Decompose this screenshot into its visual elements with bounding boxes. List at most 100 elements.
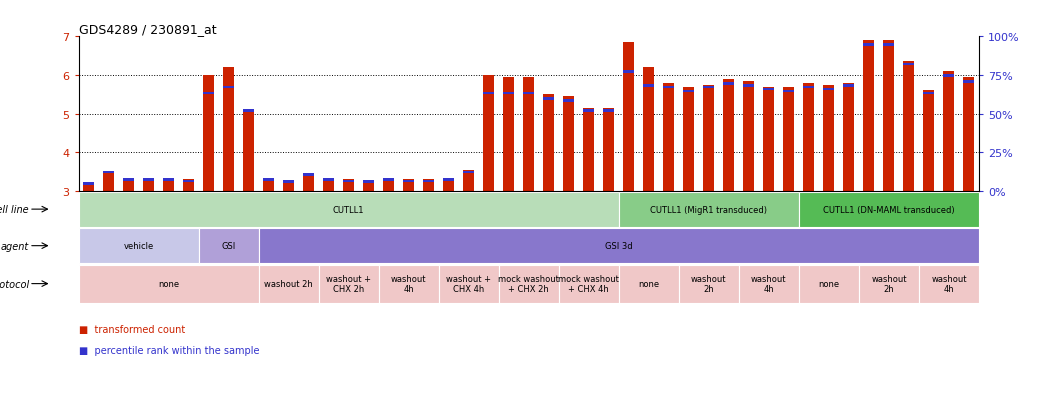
Bar <box>443 179 454 182</box>
Bar <box>559 265 619 303</box>
Bar <box>203 76 214 191</box>
Bar <box>884 41 894 191</box>
Bar <box>423 180 435 191</box>
Bar <box>259 265 318 303</box>
Bar <box>678 265 739 303</box>
Bar <box>504 92 514 95</box>
Bar <box>923 92 934 95</box>
Bar <box>524 78 534 191</box>
Bar <box>643 85 654 87</box>
Bar <box>79 265 259 303</box>
Bar <box>664 83 674 191</box>
Text: none: none <box>639 280 660 288</box>
Text: washout +
CHX 2h: washout + CHX 2h <box>327 274 371 294</box>
Bar <box>943 72 955 191</box>
Bar <box>363 181 374 184</box>
Bar <box>318 265 379 303</box>
Bar <box>199 228 259 263</box>
Bar <box>163 179 174 182</box>
Bar <box>739 265 799 303</box>
Bar <box>223 68 235 191</box>
Bar <box>283 182 294 191</box>
Text: none: none <box>819 280 840 288</box>
Text: protocol: protocol <box>0 279 29 289</box>
Text: CUTLL1: CUTLL1 <box>333 205 364 214</box>
Text: washout
4h: washout 4h <box>751 274 786 294</box>
Bar <box>283 181 294 184</box>
Bar <box>563 97 574 191</box>
Text: CUTLL1 (MigR1 transduced): CUTLL1 (MigR1 transduced) <box>650 205 767 214</box>
Bar <box>859 265 919 303</box>
Bar <box>823 88 834 91</box>
Bar <box>183 180 194 191</box>
Bar <box>124 180 134 191</box>
Bar <box>304 174 314 191</box>
Bar <box>844 85 854 87</box>
Bar <box>484 76 494 191</box>
Bar <box>619 265 678 303</box>
Bar <box>223 86 235 89</box>
Bar <box>363 182 374 191</box>
Text: mock washout
+ CHX 2h: mock washout + CHX 2h <box>498 274 559 294</box>
Bar <box>103 172 114 191</box>
Bar <box>603 110 615 112</box>
Bar <box>259 228 979 263</box>
Bar <box>823 85 834 191</box>
Bar <box>904 62 914 191</box>
Bar <box>783 90 795 93</box>
Text: washout
4h: washout 4h <box>391 274 426 294</box>
Bar <box>743 85 754 87</box>
Bar <box>403 180 415 191</box>
Bar <box>83 184 94 191</box>
Bar <box>723 80 734 191</box>
Bar <box>463 171 474 174</box>
Bar <box>504 78 514 191</box>
Bar <box>623 43 634 191</box>
Text: washout
2h: washout 2h <box>691 274 727 294</box>
Bar <box>484 92 494 95</box>
Bar <box>383 179 394 182</box>
Text: GSI 3d: GSI 3d <box>605 242 632 251</box>
Bar <box>623 71 634 74</box>
Bar <box>704 85 714 191</box>
Bar <box>524 92 534 95</box>
Bar <box>904 63 914 66</box>
Bar <box>743 81 754 191</box>
Bar <box>383 180 394 191</box>
Text: washout
2h: washout 2h <box>871 274 907 294</box>
Text: vehicle: vehicle <box>124 242 154 251</box>
Bar <box>664 86 674 89</box>
Bar <box>124 179 134 182</box>
Bar <box>583 110 595 112</box>
Bar <box>79 192 619 227</box>
Bar <box>243 110 254 112</box>
Text: CUTLL1 (DN-MAML transduced): CUTLL1 (DN-MAML transduced) <box>823 205 955 214</box>
Text: GDS4289 / 230891_at: GDS4289 / 230891_at <box>79 23 216 36</box>
Text: washout 2h: washout 2h <box>264 280 313 288</box>
Bar <box>103 171 114 174</box>
Bar <box>463 170 474 191</box>
Bar <box>603 109 615 191</box>
Bar <box>864 41 874 191</box>
Bar <box>143 179 154 182</box>
Bar <box>583 109 595 191</box>
Bar <box>684 90 694 93</box>
Bar <box>844 83 854 191</box>
Bar <box>763 88 775 91</box>
Bar <box>723 83 734 85</box>
Bar <box>783 87 795 191</box>
Text: ■  percentile rank within the sample: ■ percentile rank within the sample <box>79 345 259 355</box>
Text: cell line: cell line <box>0 204 29 215</box>
Bar <box>803 86 815 89</box>
Bar <box>443 180 454 191</box>
Bar <box>943 75 955 78</box>
Bar <box>203 92 214 95</box>
Bar <box>963 78 975 191</box>
Bar <box>423 180 435 183</box>
Bar <box>183 180 194 183</box>
Bar <box>763 87 775 191</box>
Bar <box>563 100 574 103</box>
Bar <box>643 68 654 191</box>
Text: agent: agent <box>1 241 29 251</box>
Bar <box>704 86 714 89</box>
